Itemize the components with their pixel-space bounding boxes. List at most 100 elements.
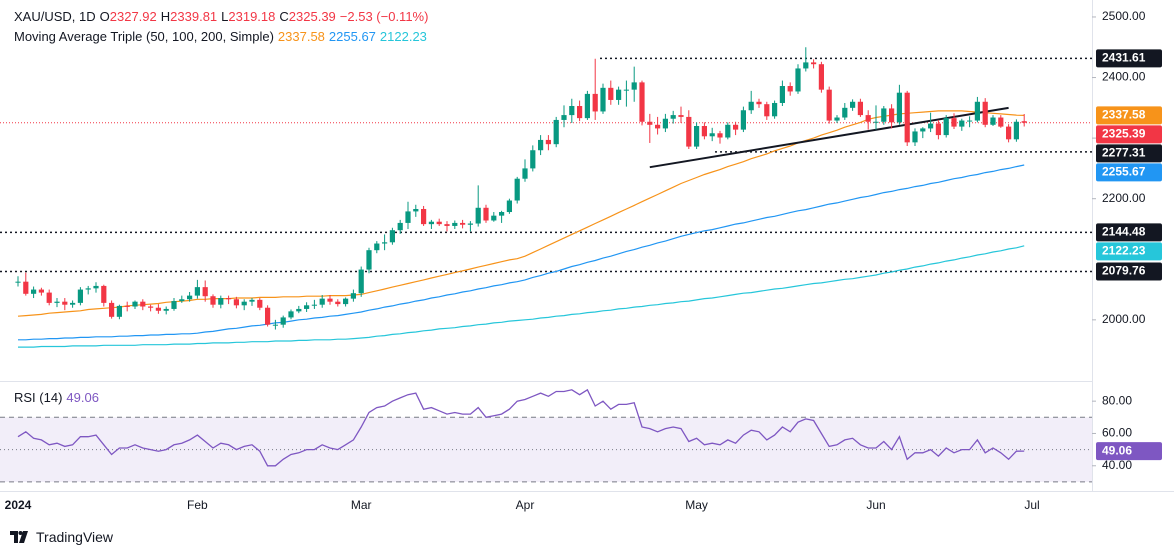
candle-body: [460, 222, 466, 225]
candle-body: [889, 108, 895, 123]
rsi-badge-label: 49.06: [1102, 443, 1132, 457]
brand[interactable]: TradingView: [10, 529, 113, 545]
candle-body: [600, 87, 606, 112]
candle-body: [382, 242, 388, 244]
candle-body: [998, 117, 1004, 127]
candle-body: [335, 301, 341, 305]
candle-body: [148, 306, 154, 308]
candle-body: [865, 115, 871, 122]
candle-body: [756, 101, 762, 105]
candle-body: [826, 89, 832, 121]
candle-body: [584, 93, 590, 119]
change: −2.53 (−0.11%): [339, 9, 429, 24]
candle-body: [967, 120, 973, 122]
candle-body: [23, 281, 29, 294]
candle-body: [226, 298, 232, 300]
candle-body: [31, 289, 37, 294]
candle-body: [764, 104, 770, 117]
x-tick-label: May: [685, 498, 708, 512]
candle-body: [655, 124, 661, 129]
rsi-legend: RSI (14) 49.06: [14, 390, 103, 405]
candle-body: [124, 305, 130, 307]
brand-logo: [10, 531, 28, 543]
candle-body: [70, 302, 76, 305]
candle-body: [444, 224, 450, 226]
candle-body: [46, 292, 52, 303]
candle-body: [374, 243, 380, 251]
candle-body: [77, 289, 83, 303]
price-badge-label: 2337.58: [1102, 108, 1146, 122]
candle-body: [990, 117, 996, 125]
candle-body: [93, 285, 99, 289]
candle-body: [319, 298, 325, 305]
candle-body: [1013, 121, 1019, 140]
ohlc-key: H: [160, 9, 171, 24]
candle-body: [943, 118, 949, 136]
y-tick-label: 2000.00: [1102, 312, 1146, 326]
candle-body: [202, 287, 208, 297]
candle-body: [896, 92, 902, 123]
candle-body: [327, 298, 333, 302]
price-badge: [1096, 262, 1162, 281]
candle-body: [163, 308, 169, 311]
rsi-tick-label: 40.00: [1102, 458, 1132, 472]
candle-body: [779, 86, 785, 103]
candle-body: [210, 296, 216, 305]
candle-body: [62, 301, 68, 305]
price-badge: [1096, 49, 1162, 68]
candle-body: [538, 139, 544, 151]
candle-body: [639, 82, 645, 122]
moving-average-line: [18, 164, 1025, 341]
candle-body: [670, 115, 676, 119]
x-tick-label: Mar: [351, 498, 372, 512]
candle-body: [959, 120, 965, 127]
candle-body: [701, 126, 707, 137]
candle-body: [366, 250, 372, 270]
candle-body: [249, 299, 255, 302]
symbol-title: XAU/USD, 1D: [14, 9, 96, 24]
brand-name: TradingView: [36, 529, 114, 545]
candle-body: [218, 298, 224, 305]
candle-body: [397, 222, 403, 231]
rsi-tick-label: 80.00: [1102, 393, 1132, 407]
candle-body: [873, 121, 879, 123]
candle-body: [1021, 121, 1027, 123]
rsi-value: 49.06: [66, 390, 99, 405]
candle-body: [974, 101, 980, 121]
price-badge: [1096, 125, 1162, 144]
ma-value: 2122.23: [379, 29, 427, 44]
y-tick-label: 2400.00: [1102, 70, 1146, 84]
candle-body: [748, 101, 754, 111]
candle-body: [311, 304, 317, 306]
ma-value: 2255.67: [328, 29, 376, 44]
price-badge: [1096, 223, 1162, 242]
candle-body: [623, 89, 629, 91]
candle-body: [343, 298, 349, 305]
candle-body: [272, 324, 278, 326]
rsi-line: [17, 388, 1025, 467]
symbol-legend: XAU/USD, 1D O2327.92 H2339.81 L2319.18 C2325…: [14, 9, 432, 24]
candle-body: [857, 101, 863, 116]
candle-body: [132, 301, 138, 307]
candle-body: [155, 307, 161, 311]
candle-body: [280, 317, 286, 325]
price-badge-label: 2431.61: [1102, 51, 1146, 65]
moving-average-line: [18, 245, 1025, 348]
candle-body: [881, 108, 887, 122]
ohlc-key: L: [221, 9, 229, 24]
x-tick-label: 2024: [5, 498, 32, 512]
candle-body: [569, 106, 575, 116]
candle-body: [257, 299, 263, 308]
candle-body: [483, 207, 489, 221]
candle-body: [850, 101, 856, 108]
candle-body: [452, 222, 458, 226]
candle-body: [725, 124, 731, 138]
candle-body: [241, 301, 247, 306]
ohlc-value: 2325.39: [288, 9, 336, 24]
candle-body: [38, 289, 44, 293]
candle-body: [662, 118, 668, 129]
candle-body: [709, 133, 715, 137]
candle-body: [787, 86, 793, 92]
candle-body: [733, 124, 739, 130]
